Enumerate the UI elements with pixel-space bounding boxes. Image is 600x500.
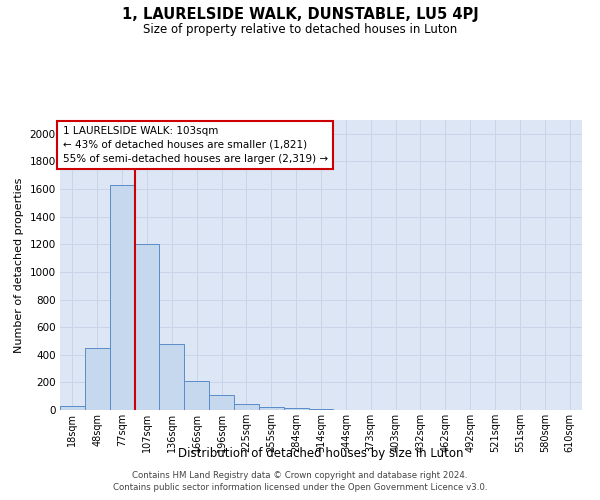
Bar <box>160 344 184 410</box>
Bar <box>308 409 334 410</box>
Bar <box>134 244 160 410</box>
Bar <box>259 406 284 410</box>
Bar <box>110 185 134 410</box>
Bar <box>209 395 234 410</box>
Y-axis label: Number of detached properties: Number of detached properties <box>14 178 24 352</box>
Bar <box>85 348 110 410</box>
Bar <box>234 404 259 410</box>
Text: Contains HM Land Registry data © Crown copyright and database right 2024.
Contai: Contains HM Land Registry data © Crown c… <box>113 471 487 492</box>
Bar <box>184 381 209 410</box>
Text: 1, LAURELSIDE WALK, DUNSTABLE, LU5 4PJ: 1, LAURELSIDE WALK, DUNSTABLE, LU5 4PJ <box>122 8 478 22</box>
Text: 1 LAURELSIDE WALK: 103sqm
← 43% of detached houses are smaller (1,821)
55% of se: 1 LAURELSIDE WALK: 103sqm ← 43% of detac… <box>62 126 328 164</box>
Bar <box>284 408 308 410</box>
Bar <box>60 406 85 410</box>
Text: Distribution of detached houses by size in Luton: Distribution of detached houses by size … <box>178 448 464 460</box>
Text: Size of property relative to detached houses in Luton: Size of property relative to detached ho… <box>143 22 457 36</box>
